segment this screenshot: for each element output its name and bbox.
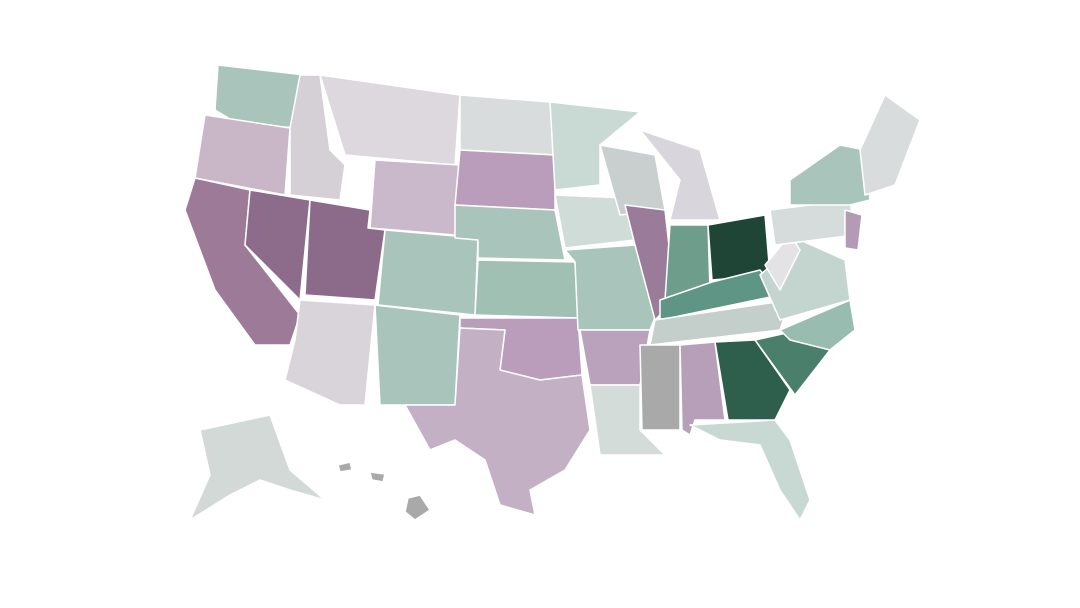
state-region xyxy=(474,259,579,319)
state-region xyxy=(589,384,666,456)
state-region xyxy=(404,327,591,516)
state-region xyxy=(714,339,791,421)
state-region xyxy=(549,101,641,191)
state-region xyxy=(844,209,863,251)
state-region xyxy=(579,329,651,386)
state-region xyxy=(377,229,479,316)
state-region xyxy=(374,304,461,406)
state-region xyxy=(337,461,353,473)
state-region xyxy=(639,344,681,431)
state-region xyxy=(369,471,386,483)
state-region xyxy=(639,129,721,221)
state-region xyxy=(764,234,801,291)
state-region xyxy=(459,94,556,156)
state-region xyxy=(689,419,811,521)
state-region xyxy=(789,144,871,206)
state-region xyxy=(289,74,346,201)
state-region xyxy=(404,494,431,521)
state-region xyxy=(189,414,326,521)
state-region xyxy=(194,114,291,196)
state-region xyxy=(779,299,856,351)
state-region xyxy=(369,159,461,236)
states xyxy=(184,64,921,521)
state-region xyxy=(454,204,566,261)
state-region xyxy=(454,149,556,211)
state-region xyxy=(859,94,921,196)
